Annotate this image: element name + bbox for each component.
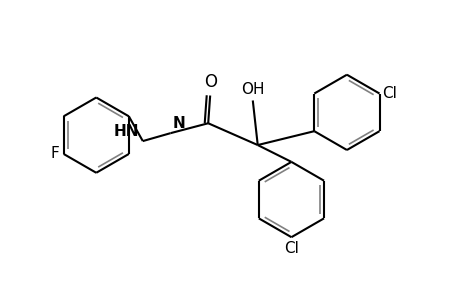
Text: Cl: Cl: [283, 241, 298, 256]
Text: HN: HN: [113, 124, 139, 139]
Text: O: O: [203, 73, 216, 91]
Text: N: N: [172, 116, 185, 131]
Text: OH: OH: [241, 82, 264, 97]
Text: F: F: [51, 146, 60, 161]
Text: Cl: Cl: [381, 86, 397, 101]
